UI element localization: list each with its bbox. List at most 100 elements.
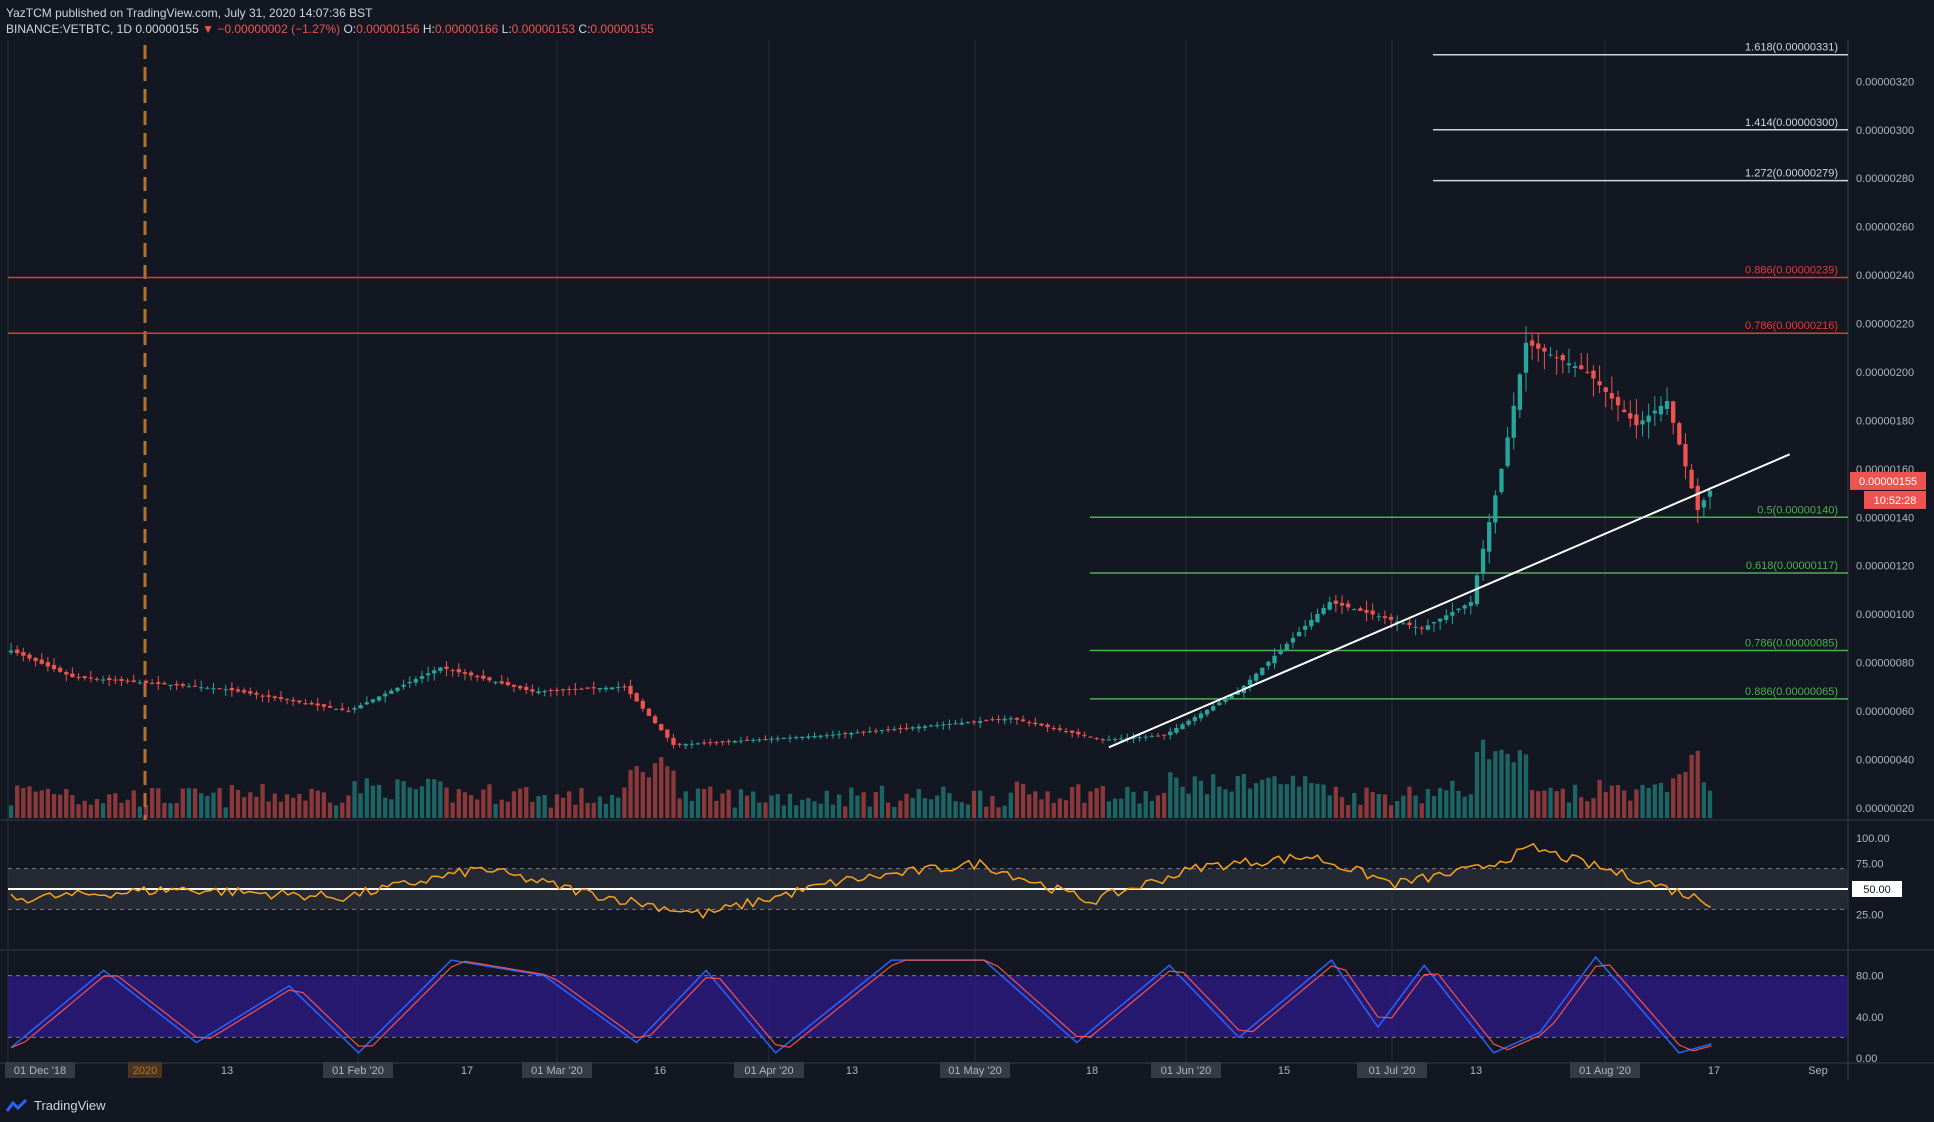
volume-bar (1529, 790, 1535, 818)
volume-bar (33, 791, 38, 818)
candle-body (438, 667, 443, 671)
candle-body (1591, 370, 1596, 379)
volume-bar (1505, 753, 1510, 818)
volume-bar (1014, 781, 1020, 818)
volume-bar (1112, 798, 1118, 818)
volume-bar (1125, 786, 1130, 818)
candle-body (309, 702, 314, 705)
volume-bar (898, 800, 903, 818)
volume-bar (27, 786, 32, 818)
candle-body (560, 689, 566, 691)
candle-body (450, 670, 455, 672)
candle-body (462, 672, 468, 674)
x-axis-tick: 2020 (133, 1065, 157, 1077)
candle-body (94, 678, 100, 680)
volume-bar (1284, 784, 1289, 818)
candle-body (1014, 717, 1020, 720)
candle-body (419, 676, 425, 679)
volume-bar (297, 793, 302, 818)
fib-level-label: 0.886(0.00000065) (1745, 686, 1838, 698)
volume-bar (1621, 790, 1627, 818)
candle-body (665, 729, 670, 738)
candle-body (530, 689, 535, 692)
volume-bar (855, 795, 860, 818)
volume-bar (879, 785, 885, 818)
candle-body (260, 695, 265, 697)
candle-body (1339, 602, 1345, 606)
volume-bar (1560, 788, 1565, 818)
candle-body (1069, 730, 1075, 733)
candle-body (1076, 731, 1081, 735)
volume-bar (1168, 772, 1173, 818)
candle-body (1155, 735, 1161, 737)
volume-bar (714, 800, 719, 818)
volume-bar (781, 805, 787, 818)
candle-body (1401, 623, 1406, 625)
x-axis-tick: 15 (1278, 1065, 1290, 1077)
volume-bar (1253, 783, 1259, 818)
volume-bar (1671, 778, 1676, 818)
candle-body (652, 716, 658, 724)
x-axis-tick: 01 Apr '20 (744, 1065, 793, 1077)
volume-bar (622, 787, 627, 818)
last-price-badge (1850, 471, 1926, 490)
symbol-label[interactable]: BINANCE:VETBTC, 1D (6, 22, 133, 36)
candle-body (57, 667, 63, 672)
current-price: 0.00000155 (135, 22, 199, 36)
candle-body (235, 689, 241, 692)
volume-bar (1413, 795, 1418, 818)
volume-bar (64, 788, 69, 818)
volume-bar (996, 807, 1001, 818)
x-axis-tick: Sep (1808, 1065, 1828, 1077)
volume-bar (1174, 777, 1179, 818)
candle-body (1640, 420, 1645, 425)
volume-bar (1069, 787, 1075, 818)
volume-bar (352, 781, 357, 818)
stoch-axis-tick: 0.00 (1856, 1053, 1877, 1065)
brand-footer[interactable]: TradingView (6, 1098, 106, 1113)
volume-bar (1419, 803, 1424, 818)
candle-body (45, 662, 51, 667)
volume-bar (260, 784, 265, 818)
volume-bar (1217, 786, 1222, 818)
volume-bar (652, 763, 658, 818)
candle-body (922, 726, 928, 728)
volume-bar (1002, 805, 1007, 818)
candle-body (1161, 734, 1167, 736)
volume-bar (327, 802, 333, 818)
candle-body (364, 702, 369, 705)
candle-body (15, 649, 20, 654)
volume-bar (659, 756, 664, 818)
candle-body (76, 676, 81, 678)
candle-body (1560, 355, 1565, 361)
low-label: L: (501, 22, 512, 36)
rsi-axis-tick: 75.00 (1856, 859, 1884, 871)
volume-bar (530, 801, 535, 818)
candle-body (812, 736, 817, 738)
candle-body (1272, 655, 1277, 664)
volume-bar (665, 766, 670, 818)
volume-bar (1493, 751, 1498, 818)
candle-body (849, 732, 854, 735)
volume-bar (1180, 786, 1185, 818)
volume-bar (1339, 797, 1345, 818)
candle-body (898, 728, 903, 730)
candle-body (1597, 381, 1602, 386)
candle-body (806, 736, 811, 738)
candle-body (1027, 722, 1032, 724)
candle-body (383, 693, 388, 697)
volume-bar (812, 801, 817, 818)
x-axis-tick: 16 (654, 1065, 666, 1077)
candle-body (867, 731, 872, 733)
volume-bar (358, 793, 363, 818)
candle-body (1585, 371, 1590, 373)
candle-body (708, 742, 713, 744)
volume-bar (1591, 798, 1596, 818)
volume-bar (775, 794, 780, 818)
candle-body (1487, 522, 1492, 552)
volume-bar (1033, 791, 1038, 818)
candle-body (1358, 608, 1363, 611)
volume-bar (505, 801, 511, 818)
candle-body (1468, 602, 1473, 606)
